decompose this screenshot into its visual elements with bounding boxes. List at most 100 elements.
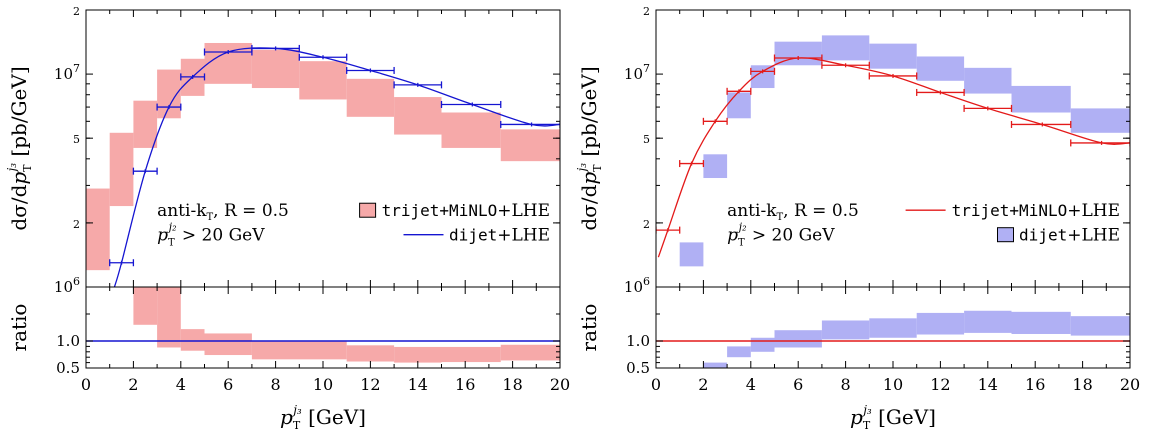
data-point: [1010, 120, 1072, 128]
ratio-band-bin: [204, 333, 252, 356]
band-bin: [346, 78, 395, 117]
x-tick-label: 2: [698, 375, 708, 394]
ratio-band-bin: [394, 346, 442, 363]
y-tick-label: 2: [643, 218, 650, 231]
anno-sub: T: [168, 238, 175, 249]
ratio-band-bin: [703, 362, 728, 368]
y-tick-base: 10: [624, 65, 643, 83]
band-bin: [703, 154, 728, 179]
legend-rest: +LHE: [497, 226, 550, 246]
x-tick-label: 8: [841, 375, 851, 394]
xlabel-sup: j₃: [290, 403, 302, 417]
data-point: [1070, 139, 1130, 147]
anno-sub: T: [207, 212, 214, 223]
x-axis-label: pTj₃ [GeV]: [280, 403, 366, 432]
legend-mono: trijet+MiNLO: [952, 201, 1068, 220]
ratio-band-bin: [133, 287, 158, 325]
band-bin: [679, 242, 704, 267]
band-bin: [157, 69, 181, 119]
data-point: [702, 117, 728, 125]
band-bin: [1011, 85, 1071, 113]
ratio-band-group: [133, 287, 560, 363]
x-tick-label: 16: [455, 375, 475, 394]
ylabel-sub: T: [591, 164, 604, 172]
annotation-algorithm: anti-kT, R = 0.5: [157, 201, 289, 223]
anno-sup: j₂: [736, 221, 747, 234]
legend-rest: +LHE: [1067, 201, 1120, 221]
ylabel-p: p: [577, 172, 601, 185]
ratio-band-group: [703, 310, 1130, 368]
annotation-algorithm: anti-kT, R = 0.5: [727, 201, 859, 223]
ratio-band-bin: [346, 345, 395, 362]
x-tick-label: 0: [81, 375, 91, 394]
x-tick-label: 6: [793, 375, 803, 394]
anno-text: > 20 GeV: [746, 226, 835, 246]
x-tick-label: 18: [1072, 375, 1092, 394]
band-bin: [869, 43, 917, 69]
y-tick-base: 2: [73, 5, 80, 18]
data-point: [821, 61, 870, 69]
data-point: [440, 100, 502, 108]
data-point: [916, 88, 965, 96]
band-bin: [727, 92, 751, 119]
y-tick-base: 5: [73, 133, 80, 146]
data-point: [750, 67, 776, 75]
y-tick-label: 106: [54, 275, 80, 296]
ratio-band-bin: [750, 337, 775, 352]
xlabel-sub: T: [863, 419, 871, 432]
anno-p: p: [157, 226, 168, 246]
y-tick-label: 107: [624, 62, 650, 83]
x-tick-label: 16: [1025, 375, 1045, 394]
ratio-y-tick-label: 0.5: [626, 359, 650, 377]
y-tick-label: 2: [73, 218, 80, 231]
x-tick-label: 14: [408, 375, 428, 394]
legend-rest: +LHE: [497, 201, 550, 221]
anno-text: anti-k: [727, 201, 777, 221]
x-tick-label: 4: [176, 375, 186, 394]
y-tick-base: 2: [643, 218, 650, 231]
y-tick-exponent: 7: [73, 62, 80, 75]
x-axis-label: pTj₃ [GeV]: [850, 403, 936, 432]
legend-entry: trijet+MiNLO+LHE: [359, 201, 550, 221]
legend-label: dijet+LHE: [449, 226, 550, 246]
ratio-band-bin: [441, 346, 501, 363]
x-tick-label: 12: [360, 375, 380, 394]
anno-text: , R = 0.5: [213, 201, 289, 221]
y-tick-label: 107: [54, 62, 80, 83]
y-axis-label: dσ/dpTj₃ [pb/GeV]: [5, 66, 34, 230]
series-line-group: [656, 54, 1130, 258]
x-tick-label: 2: [128, 375, 138, 394]
x-tick-label: 20: [1120, 375, 1140, 394]
legend-entry: trijet+MiNLO+LHE: [905, 201, 1120, 221]
ylabel-unit: [pb/GeV]: [7, 66, 31, 163]
ylabel-sup: j₃: [5, 163, 19, 175]
data-point: [298, 53, 348, 61]
y-tick-base: 2: [73, 218, 80, 231]
chart-panel-right: 0 2 4 6 8 10 12 14 16 18 201062510720.51.0dσ/dpTj₃…: [575, 5, 1140, 432]
legend-mono: dijet: [1019, 226, 1067, 245]
y-tick-base: 2: [643, 5, 650, 18]
x-tick-label: 0: [651, 375, 661, 394]
band-bin: [133, 100, 158, 148]
main-band-group: [679, 35, 1130, 267]
band-bin: [86, 188, 110, 271]
data-point: [679, 160, 705, 168]
x-tick-label: 10: [313, 375, 333, 394]
xlabel-p: p: [850, 405, 863, 429]
legend-entry: dijet+LHE: [403, 226, 550, 246]
band-bin: [774, 41, 822, 66]
ratio-band-bin: [251, 341, 347, 360]
y-axis-label: dσ/dpTj₃ [pb/GeV]: [575, 66, 604, 230]
anno-sub: T: [777, 212, 784, 223]
ylabel-part: dσ/d: [7, 184, 31, 230]
data-point: [156, 103, 182, 111]
ratio-band-bin: [1011, 311, 1071, 334]
band-bin: [916, 56, 965, 81]
data-point: [500, 120, 560, 128]
legend-swatch: [359, 202, 377, 218]
annotation-cut: pTj₂ > 20 GeV: [727, 221, 835, 249]
xlabel-unit: [GeV]: [872, 405, 936, 429]
ratio-band-bin: [916, 312, 965, 335]
band-bin: [251, 49, 300, 89]
